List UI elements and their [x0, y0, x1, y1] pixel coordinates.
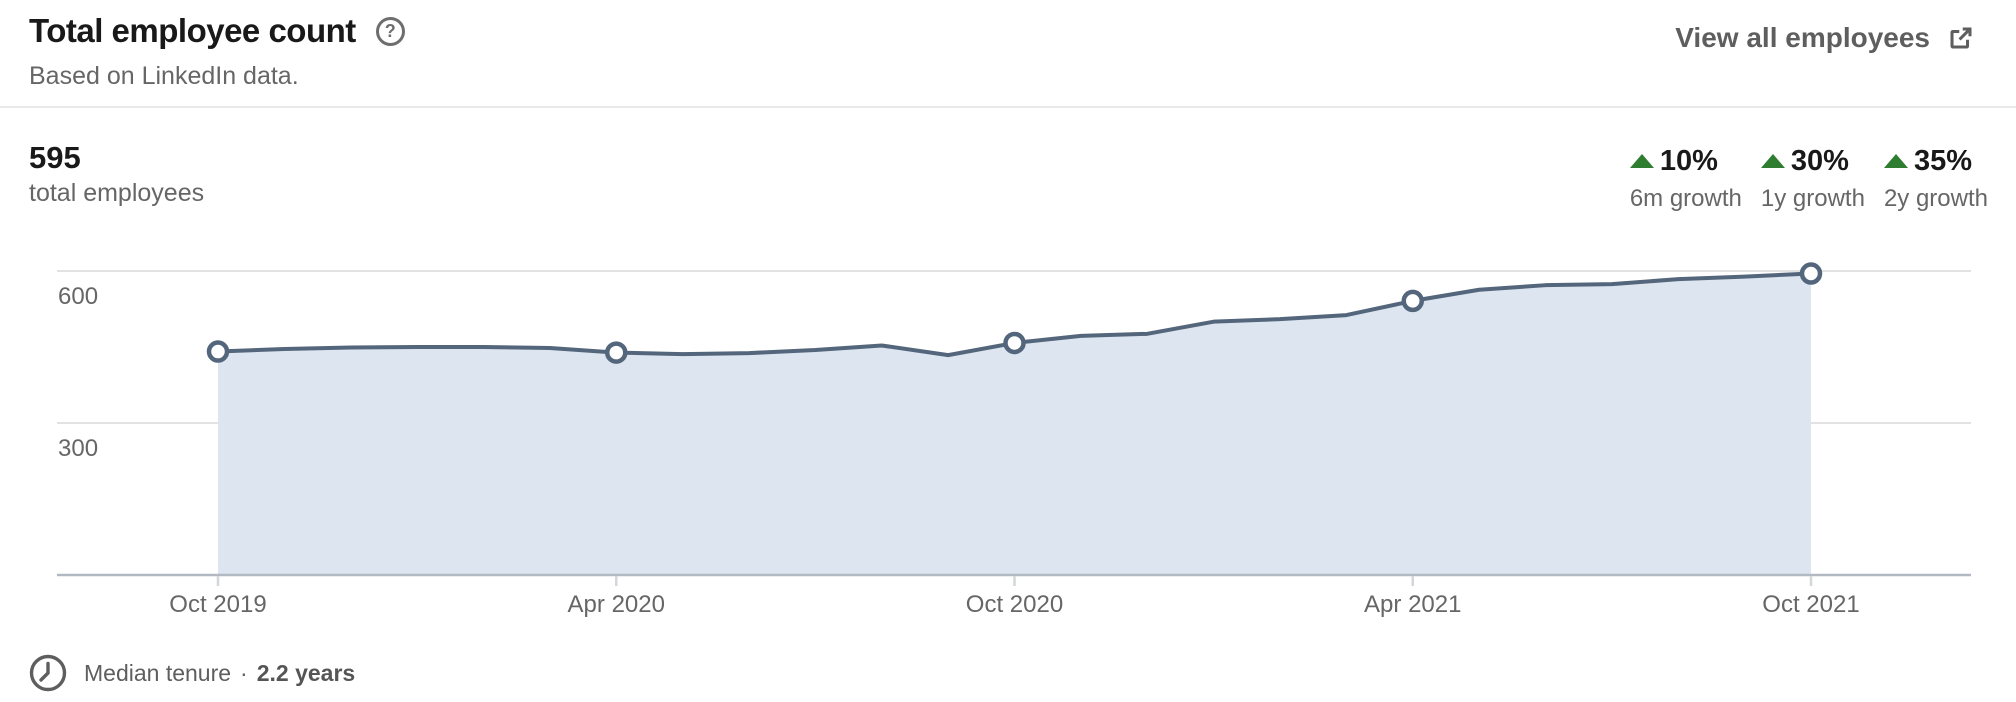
- growth-up-arrow-icon: [1760, 154, 1785, 168]
- view-all-employees-link[interactable]: View all employees: [1675, 22, 1975, 54]
- data-point-marker[interactable]: [1003, 331, 1026, 355]
- header-divider: [0, 106, 2016, 108]
- help-icon[interactable]: ?: [375, 16, 405, 46]
- growth-up-arrow-icon: [1629, 154, 1654, 168]
- growth-stat: 35% 2y growth: [1883, 145, 1988, 213]
- data-point-marker[interactable]: [206, 340, 230, 363]
- data-point-marker[interactable]: [1401, 289, 1424, 313]
- tenure-value: 2.2 years: [256, 659, 356, 686]
- x-axis-label: Oct 2019: [169, 591, 266, 618]
- y-axis-label: 600: [58, 283, 98, 310]
- growth-label: 6m growth: [1629, 185, 1742, 212]
- x-axis-label: Apr 2021: [1364, 591, 1461, 618]
- growth-stat: 10% 6m growth: [1629, 145, 1742, 213]
- data-point-marker[interactable]: [1799, 262, 1823, 285]
- dot-separator: ·: [240, 659, 248, 686]
- x-axis-label: Apr 2020: [568, 591, 665, 618]
- growth-value: 30%: [1790, 145, 1849, 177]
- growth-label: 2y growth: [1883, 185, 1988, 212]
- clock-icon: [29, 654, 67, 692]
- growth-label: 1y growth: [1760, 185, 1865, 212]
- view-all-label: View all employees: [1675, 22, 1930, 53]
- growth-stats: 10% 6m growth 30% 1y growth 35% 2y growth: [1629, 145, 1988, 213]
- chart-header: Total employee count ?: [29, 10, 405, 52]
- y-axis-label: 300: [58, 435, 98, 462]
- x-axis-label: Oct 2021: [1762, 591, 1859, 618]
- total-employees-label: total employees: [29, 179, 205, 207]
- area-fill: [218, 273, 1811, 575]
- x-axis-label: Oct 2020: [966, 591, 1063, 618]
- growth-value: 10%: [1659, 145, 1718, 177]
- growth-value: 35%: [1913, 145, 1972, 177]
- subtitle: Based on LinkedIn data.: [29, 62, 299, 90]
- median-tenure: Median tenure · 2.2 years: [28, 652, 355, 694]
- growth-up-arrow-icon: [1883, 154, 1908, 168]
- page-title: Total employee count: [29, 12, 356, 49]
- tenure-label: Median tenure: [84, 659, 232, 686]
- growth-stat: 30% 1y growth: [1760, 145, 1865, 213]
- data-point-marker[interactable]: [605, 341, 628, 364]
- employee-count-chart: 300 600 Oct 2019 Apr 2020 Oct 2020 Apr 2021 Oc…: [57, 262, 1971, 618]
- total-employees-value: 595: [29, 140, 81, 175]
- external-link-icon: [1950, 27, 1972, 49]
